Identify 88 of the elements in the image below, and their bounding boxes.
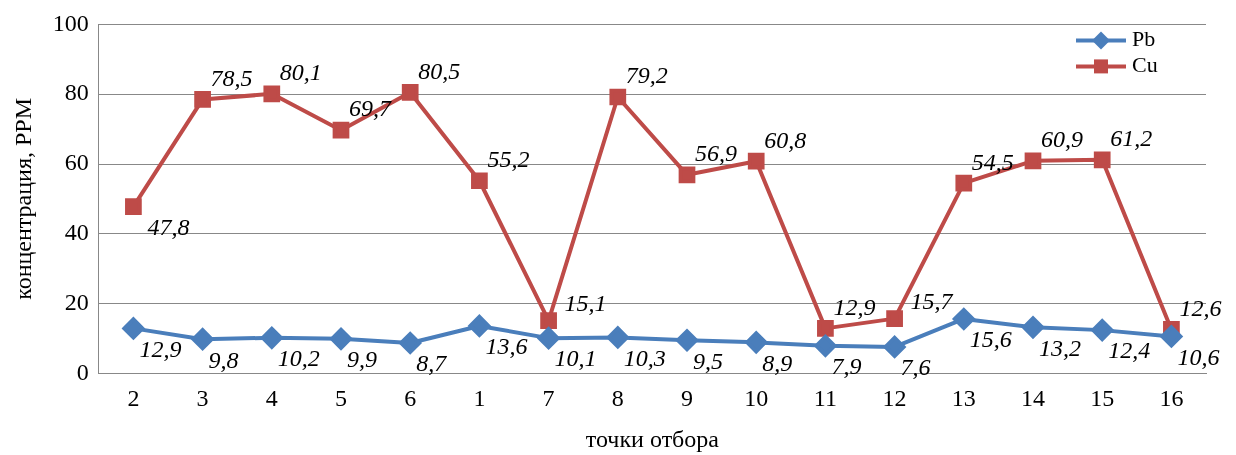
data-label: 15,1 (564, 290, 607, 317)
data-label: 10,3 (623, 344, 666, 371)
x-tick-label: 10 (744, 385, 769, 412)
data-label: 12,4 (1108, 337, 1151, 364)
point (122, 317, 145, 340)
data-label: 9,8 (208, 346, 239, 373)
x-axis-title: точки отбора (585, 425, 720, 452)
point (263, 85, 281, 103)
x-tick-label: 8 (611, 385, 624, 412)
data-label: 9,5 (693, 347, 723, 374)
x-tick-label: 13 (951, 385, 976, 412)
data-label: 7,9 (831, 353, 862, 380)
data-label: 15,6 (969, 326, 1012, 353)
x-tick-label: 6 (404, 385, 417, 412)
x-tick-label: 2 (127, 385, 140, 412)
data-label: 8,7 (416, 350, 448, 377)
point (814, 334, 837, 357)
point (1093, 151, 1111, 169)
x-tick-label: 16 (1159, 385, 1184, 412)
point (260, 326, 283, 349)
x-tick-label: 5 (335, 385, 347, 412)
point (1091, 319, 1114, 342)
point (955, 174, 973, 192)
y-tick-label: 60 (64, 149, 89, 176)
legend-label: Pb (1132, 26, 1156, 52)
data-label: 9,9 (347, 346, 377, 373)
point (399, 332, 422, 355)
point (678, 166, 696, 184)
data-label: 13,6 (485, 333, 528, 360)
data-label: 79,2 (625, 62, 668, 89)
point (468, 314, 491, 337)
data-label: 54,5 (971, 148, 1014, 175)
data-label: 12,9 (833, 293, 876, 320)
point (194, 91, 211, 108)
x-tick-label: 12 (882, 385, 907, 412)
x-tick-label: 3 (196, 385, 209, 412)
point (1024, 152, 1042, 170)
data-label: 60,9 (1041, 126, 1083, 153)
point (747, 152, 765, 170)
point (609, 88, 627, 106)
point (1022, 316, 1044, 339)
data-label: 12,9 (139, 335, 182, 362)
data-label: 8,9 (762, 349, 793, 376)
point (330, 327, 352, 350)
point (1160, 325, 1183, 348)
point (537, 327, 560, 350)
point (332, 121, 350, 139)
y-tick-label: 20 (64, 288, 89, 315)
point (817, 320, 834, 337)
y-tick-label: 80 (64, 79, 89, 106)
x-tick-label: 7 (542, 385, 555, 412)
data-label: 47,8 (147, 213, 190, 240)
x-tick-label: 1 (473, 385, 486, 412)
point (471, 172, 488, 190)
data-label: 61,2 (1110, 125, 1153, 152)
data-label: 60,8 (764, 126, 807, 153)
point (606, 326, 629, 349)
point (952, 307, 975, 330)
point (540, 312, 557, 330)
data-label: 10,2 (277, 345, 320, 372)
x-tick-label: 11 (813, 385, 837, 412)
point (125, 198, 142, 215)
point (676, 329, 698, 352)
data-label: 80,1 (279, 59, 322, 86)
legend-label: Cu (1132, 52, 1158, 78)
y-tick-label: 0 (76, 358, 89, 385)
point (191, 328, 214, 351)
point (745, 331, 768, 354)
data-label: 78,5 (210, 64, 253, 91)
data-label: 80,5 (418, 57, 461, 84)
data-label: 10,1 (554, 345, 597, 372)
data-label: 10,6 (1177, 343, 1220, 370)
point (401, 84, 419, 101)
x-tick-label: 14 (1021, 385, 1045, 412)
data-label: 13,2 (1039, 334, 1081, 361)
point (886, 310, 903, 327)
x-tick-label: 9 (681, 385, 693, 412)
y-tick-label: 100 (52, 9, 89, 36)
data-label: 55,2 (487, 146, 530, 173)
data-label: 12,6 (1179, 294, 1222, 321)
y-axis-title: концентрация, PPM (9, 97, 36, 300)
data-label: 15,7 (910, 287, 954, 314)
x-tick-label: 15 (1090, 385, 1115, 412)
y-tick-label: 40 (64, 219, 89, 246)
x-tick-label: 4 (265, 385, 278, 412)
point (883, 335, 906, 358)
data-label: 7,6 (900, 354, 931, 381)
data-label: 56,9 (695, 140, 737, 167)
